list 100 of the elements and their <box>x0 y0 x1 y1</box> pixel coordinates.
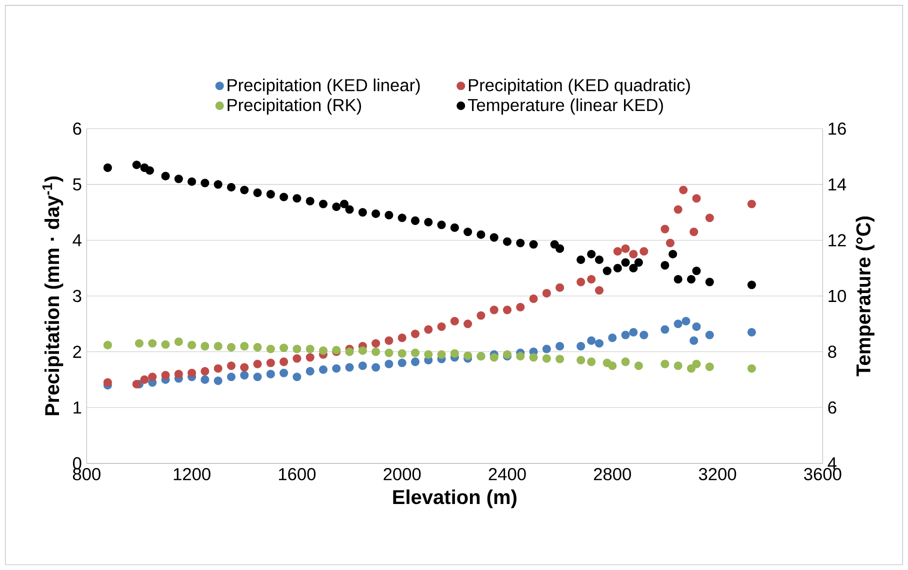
point <box>529 294 538 304</box>
point <box>200 342 210 350</box>
point <box>292 372 302 382</box>
point <box>174 370 183 378</box>
point <box>464 351 472 360</box>
point <box>747 200 756 208</box>
point <box>587 274 596 284</box>
y-axis-title: Precipitation (mm · day$^{-1}$) <box>42 176 64 416</box>
point <box>674 320 682 328</box>
y2-tick-label: 10 <box>828 290 846 302</box>
point <box>542 344 551 354</box>
point <box>502 237 512 246</box>
point <box>690 228 698 236</box>
point <box>214 180 222 189</box>
point <box>629 250 638 258</box>
point <box>174 174 183 184</box>
point <box>621 330 630 340</box>
point <box>705 330 714 340</box>
point <box>372 347 380 356</box>
point <box>384 360 394 368</box>
y-tick-label: 5 <box>73 178 82 190</box>
x-tick-label: 1200 <box>174 468 210 480</box>
point <box>372 339 380 348</box>
point <box>188 177 196 186</box>
point <box>640 247 648 256</box>
point <box>266 344 275 354</box>
point <box>253 188 262 198</box>
point <box>450 349 459 358</box>
point <box>226 372 236 382</box>
point <box>226 361 236 370</box>
x-tick-label: 3200 <box>698 468 736 480</box>
point <box>516 238 525 248</box>
point <box>134 339 144 348</box>
point <box>292 344 302 354</box>
point <box>747 280 756 290</box>
point <box>424 218 433 226</box>
point <box>529 240 538 249</box>
point <box>424 325 433 334</box>
point <box>280 344 288 352</box>
point <box>253 372 262 382</box>
x-tick-label: 2800 <box>594 468 631 480</box>
point <box>692 360 701 368</box>
point <box>214 342 222 350</box>
point <box>686 364 696 373</box>
point <box>490 233 498 242</box>
point <box>613 264 622 272</box>
point <box>705 214 714 222</box>
point <box>594 339 604 348</box>
point <box>674 274 682 284</box>
point <box>490 306 498 314</box>
x-tick-label: 800 <box>72 468 100 480</box>
point <box>660 325 670 334</box>
point <box>148 372 157 382</box>
point <box>226 343 236 352</box>
point <box>674 205 682 214</box>
point <box>226 182 236 192</box>
point <box>372 209 380 218</box>
point <box>103 163 112 172</box>
point <box>613 247 622 256</box>
point <box>214 376 222 386</box>
point <box>266 358 275 368</box>
point <box>705 362 714 372</box>
point <box>450 223 459 232</box>
point <box>608 334 617 342</box>
point <box>306 344 314 354</box>
legend-label: Precipitation (KED linear) <box>228 78 420 95</box>
y-tick-label: 3 <box>72 290 82 302</box>
point <box>679 186 688 194</box>
point <box>410 348 420 358</box>
y2-tick-label: 16 <box>828 122 846 135</box>
point <box>666 238 674 248</box>
point <box>450 316 459 326</box>
legend-label: Precipitation (KED quadratic) <box>468 78 690 95</box>
point <box>686 274 696 284</box>
point <box>490 353 498 362</box>
point <box>318 200 328 208</box>
point <box>200 367 210 376</box>
point <box>318 346 328 355</box>
point <box>608 361 617 370</box>
point <box>306 196 314 206</box>
point <box>398 349 406 358</box>
y-tick-label: 1 <box>74 402 82 414</box>
point <box>437 220 446 230</box>
y2-tick-label: 6 <box>828 401 836 414</box>
point <box>253 343 262 352</box>
point <box>266 190 275 198</box>
point <box>516 352 525 360</box>
y2-tick-label: 8 <box>828 346 836 358</box>
point <box>253 360 262 368</box>
point <box>668 250 678 258</box>
point <box>437 350 446 359</box>
point <box>634 258 643 267</box>
point <box>318 365 328 374</box>
x-tick-label: 3600 <box>804 468 842 480</box>
point <box>660 360 670 368</box>
point <box>398 358 406 368</box>
point <box>306 367 314 376</box>
point <box>132 380 141 388</box>
point <box>280 368 288 378</box>
point <box>476 230 486 239</box>
